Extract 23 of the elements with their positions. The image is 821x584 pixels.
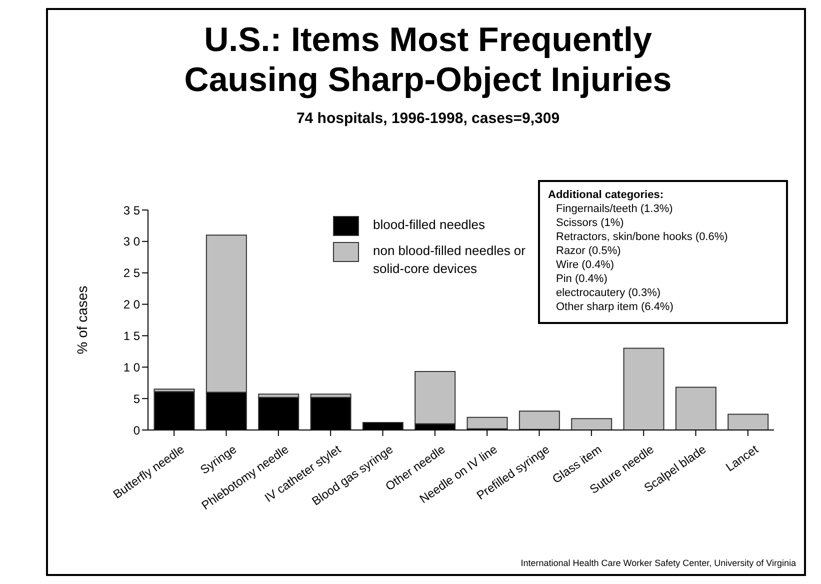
text: Additional categories: [548,189,664,201]
y-tick-label: 1 5 [123,328,140,343]
y-tick-label: 3 0 [123,234,140,249]
chart-title: U.S.: Items Most Frequently Causing Sharp-Object Injuries [183,20,673,100]
y-tick-label: 2 0 [123,298,140,312]
annotation: electrocautery (0.3%) [555,286,662,300]
y-tick-label: 0 [133,423,140,438]
legend-label: blood-filled needles [373,216,486,234]
annotation: Razor (0.5%) [555,244,622,258]
chart-subtitle: 74 hospitals, 1996-1998, cases=9,309 [295,110,561,127]
y-tick-label: 3 5 [123,203,140,218]
annotation: Retractors, skin/bone hooks (0.6%) [555,230,729,244]
y-tick-label: 2 5 [123,266,140,280]
y-axis-title: % of cases [74,286,90,354]
annotation: Scissors (1%) [555,216,625,230]
y-tick-label: 1 0 [123,360,140,374]
legend-label: non blood-filled needles or solid-core devices [373,242,526,278]
annotation: Fingernails/teeth (1.3%) [555,202,674,216]
annotation: Wire (0.4%) [555,258,616,272]
annotation: Other sharp item (6.4%) [555,300,674,314]
text: International Health Care Worker Safety Center, University of Virginia [520,558,796,568]
y-tick-label: 5 [133,392,140,406]
annotation: Pin (0.4%) [555,272,608,286]
